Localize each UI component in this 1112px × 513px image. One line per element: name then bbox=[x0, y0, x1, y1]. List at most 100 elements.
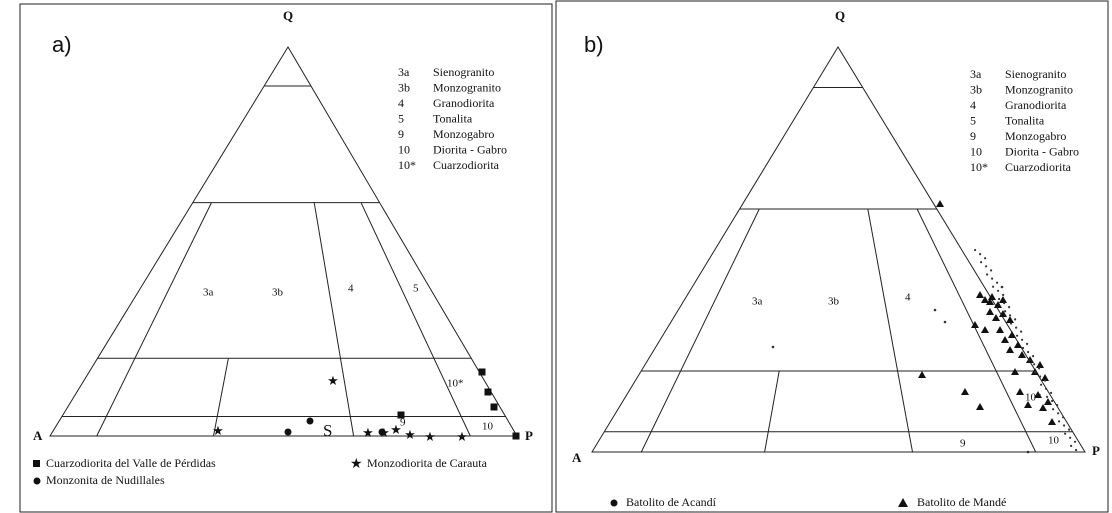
dot-marker bbox=[1022, 346, 1025, 350]
triangle-marker bbox=[961, 388, 969, 395]
triangle-marker bbox=[1008, 331, 1016, 338]
triangle-marker bbox=[1034, 391, 1042, 398]
triangle-marker bbox=[1044, 398, 1052, 405]
key-code: 4 bbox=[398, 96, 404, 110]
triangle-marker bbox=[976, 291, 984, 298]
field-label: 10* bbox=[447, 378, 464, 390]
key-name: Cuarzodiorita bbox=[1005, 160, 1072, 174]
triangle-marker bbox=[994, 301, 1002, 308]
dot-marker bbox=[1068, 428, 1071, 431]
dot-marker bbox=[985, 265, 988, 268]
field-label: 10 bbox=[1048, 435, 1060, 447]
points bbox=[771, 200, 1078, 454]
field-label: S bbox=[323, 421, 332, 440]
key-name: Sienogranito bbox=[433, 65, 494, 79]
triangle-marker bbox=[996, 326, 1004, 333]
field-label: 4 bbox=[905, 292, 911, 304]
dot-marker bbox=[984, 257, 987, 260]
dot-marker bbox=[1028, 359, 1031, 362]
legend-symbol: ★ bbox=[350, 457, 363, 472]
dot-marker bbox=[771, 345, 775, 349]
triangle-marker bbox=[1011, 368, 1019, 375]
dot-marker bbox=[1062, 416, 1065, 419]
key-code: 3b bbox=[398, 80, 410, 94]
key-name: Granodiorita bbox=[1005, 98, 1067, 112]
key-code: 10* bbox=[398, 158, 416, 172]
star-marker: ★ bbox=[362, 425, 374, 440]
dot-marker bbox=[986, 273, 989, 276]
key-name: Tonalita bbox=[1005, 113, 1045, 127]
triangle-marker bbox=[1014, 341, 1022, 348]
legend-symbol bbox=[33, 460, 40, 467]
dot-marker bbox=[1004, 310, 1007, 313]
circle-marker bbox=[284, 428, 292, 436]
dot-marker bbox=[1040, 383, 1043, 386]
legend-text: Batolito de Acandí bbox=[626, 495, 717, 509]
triangle-marker bbox=[1018, 351, 1026, 358]
legend-text: Monzonita de Nudillales bbox=[46, 473, 165, 487]
triangle bbox=[591, 46, 1086, 453]
dot-marker bbox=[998, 297, 1001, 301]
dot-marker bbox=[1057, 412, 1060, 415]
star-marker: ★ bbox=[327, 373, 339, 388]
triangle-marker bbox=[1006, 316, 1014, 323]
right-label: P bbox=[1092, 443, 1100, 458]
key-name: Monzogranito bbox=[1005, 82, 1073, 96]
dot-marker bbox=[1074, 440, 1077, 443]
triangle-marker bbox=[986, 298, 994, 305]
field-label: 3b bbox=[828, 296, 840, 308]
dot-marker bbox=[1064, 432, 1067, 435]
dot-marker bbox=[1021, 338, 1024, 341]
triangle-marker bbox=[1026, 356, 1034, 363]
dot-marker bbox=[1000, 285, 1004, 289]
key-name: Sienogranito bbox=[1005, 67, 1066, 81]
key-name: Monzogabro bbox=[433, 127, 494, 141]
points: ★★★★★★★★ bbox=[212, 368, 520, 444]
dot-marker bbox=[992, 285, 995, 288]
field-label: 5 bbox=[413, 283, 419, 295]
square-marker bbox=[478, 368, 486, 376]
triangle-marker bbox=[1001, 336, 1009, 343]
dot-marker bbox=[1069, 436, 1072, 439]
dot-marker bbox=[1052, 408, 1055, 411]
dot-marker bbox=[1014, 318, 1017, 321]
key-code: 3a bbox=[398, 65, 410, 79]
key-code: 10 bbox=[398, 142, 410, 156]
dot-marker bbox=[1026, 450, 1030, 454]
triangle-marker bbox=[1016, 388, 1024, 395]
triangle-marker bbox=[981, 326, 989, 333]
key-code: 5 bbox=[398, 111, 404, 125]
triangle-marker bbox=[1024, 401, 1032, 408]
key-code: 9 bbox=[970, 129, 976, 143]
triangle-marker bbox=[918, 371, 926, 378]
dot-marker bbox=[1032, 355, 1035, 358]
triangle-marker bbox=[999, 310, 1007, 317]
rock-key: 3a Sienogranito 3b Monzogranito 4 Granodiorit… bbox=[970, 67, 1079, 174]
square-marker bbox=[512, 432, 520, 440]
dot-marker bbox=[1027, 350, 1030, 354]
field-label: 4 bbox=[348, 283, 354, 295]
star-marker: ★ bbox=[390, 422, 402, 437]
square-marker bbox=[484, 388, 492, 396]
field-label: 9 bbox=[400, 417, 406, 429]
star-marker: ★ bbox=[212, 423, 224, 438]
triangle-marker bbox=[976, 403, 984, 410]
dot-marker bbox=[1010, 322, 1013, 325]
panel-a: a) Q A P 3a Sienogranito 3b Monzogranito 4 Gr… bbox=[19, 3, 553, 513]
triangle-marker bbox=[936, 200, 944, 207]
dot-marker bbox=[1033, 363, 1036, 366]
legend-text: Batolito de Mandé bbox=[917, 495, 1006, 509]
key-name: Granodiorita bbox=[433, 96, 495, 110]
rock-key: 3a Sienogranito 3b Monzogranito 4 Granodiorit… bbox=[398, 65, 507, 172]
star-marker: ★ bbox=[404, 427, 416, 442]
dot-marker bbox=[991, 277, 994, 280]
key-code: 4 bbox=[970, 98, 976, 112]
dot-marker bbox=[1026, 342, 1029, 345]
dot-marker bbox=[997, 289, 1000, 292]
legend-symbol bbox=[33, 477, 41, 485]
dot-marker bbox=[1058, 420, 1061, 423]
triangle bbox=[49, 46, 518, 437]
field-label: 3a bbox=[203, 287, 214, 299]
key-code: 5 bbox=[970, 113, 976, 127]
